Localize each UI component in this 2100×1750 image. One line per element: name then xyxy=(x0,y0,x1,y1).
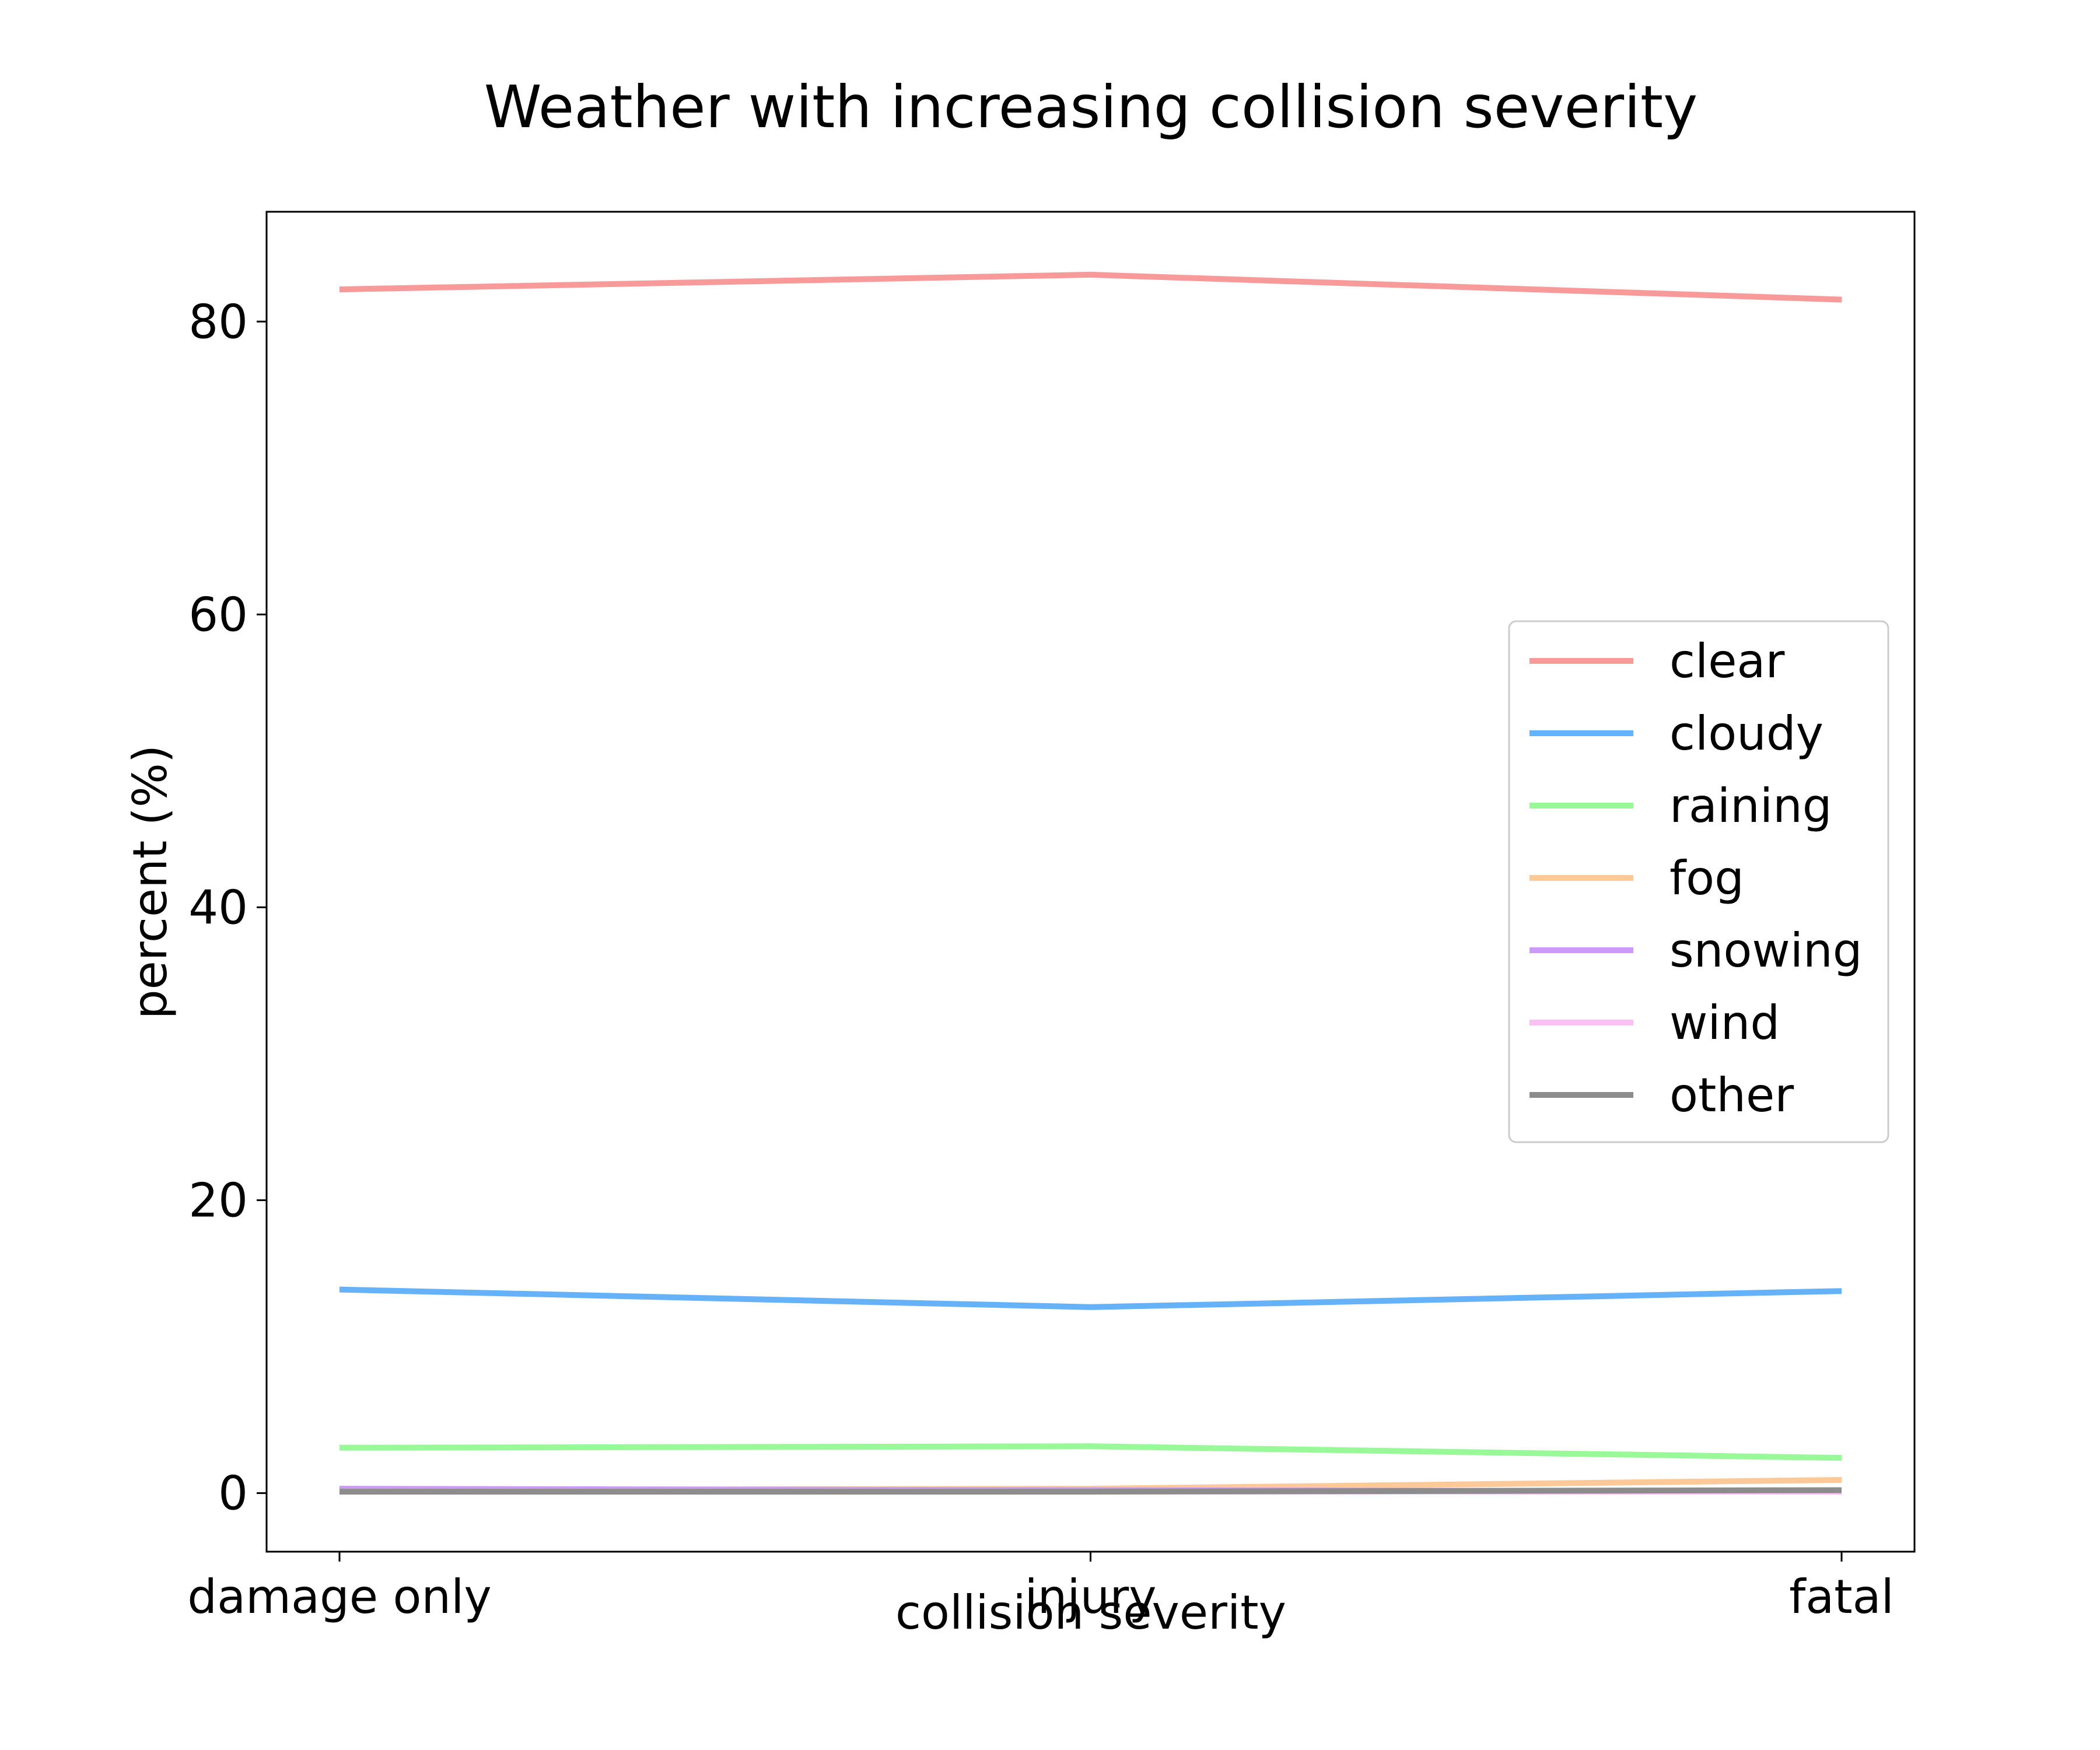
legend-label-other: other xyxy=(1670,1068,1794,1122)
y-axis-label: percent (%) xyxy=(123,745,177,1019)
chart-title: Weather with increasing collision severi… xyxy=(484,73,1698,141)
y-tick-label: 0 xyxy=(218,1466,248,1521)
y-axis: 0 20 40 60 80 xyxy=(188,295,267,1521)
legend-label-raining: raining xyxy=(1670,779,1832,833)
legend-label-wind: wind xyxy=(1670,996,1780,1050)
legend-label-clear: clear xyxy=(1670,634,1784,688)
series-line-raining xyxy=(339,1443,1842,1461)
legend-items: clear cloudy raining fog snowing wind other xyxy=(1530,634,1862,1122)
x-tick-label: injury xyxy=(1024,1570,1156,1624)
y-tick-label: 40 xyxy=(188,880,248,935)
x-axis: damage only injury fatal xyxy=(187,1552,1894,1624)
x-tick-label: fatal xyxy=(1789,1570,1894,1624)
y-tick-label: 60 xyxy=(188,587,248,642)
series-line-cloudy xyxy=(339,1286,1842,1310)
legend-label-cloudy: cloudy xyxy=(1670,706,1824,761)
legend: clear cloudy raining fog snowing wind other xyxy=(1508,620,1889,1143)
series-line-clear xyxy=(339,271,1842,303)
x-axis-label: collision severity xyxy=(895,1586,1286,1640)
y-tick-label: 80 xyxy=(188,295,248,349)
y-tick-label: 20 xyxy=(188,1174,248,1228)
legend-label-fog: fog xyxy=(1670,851,1744,905)
legend-box xyxy=(1508,620,1889,1143)
legend-label-snowing: snowing xyxy=(1670,923,1862,978)
series-line-other xyxy=(340,1487,1842,1495)
series-lines xyxy=(339,271,1842,1495)
x-tick-label: damage only xyxy=(187,1570,491,1624)
